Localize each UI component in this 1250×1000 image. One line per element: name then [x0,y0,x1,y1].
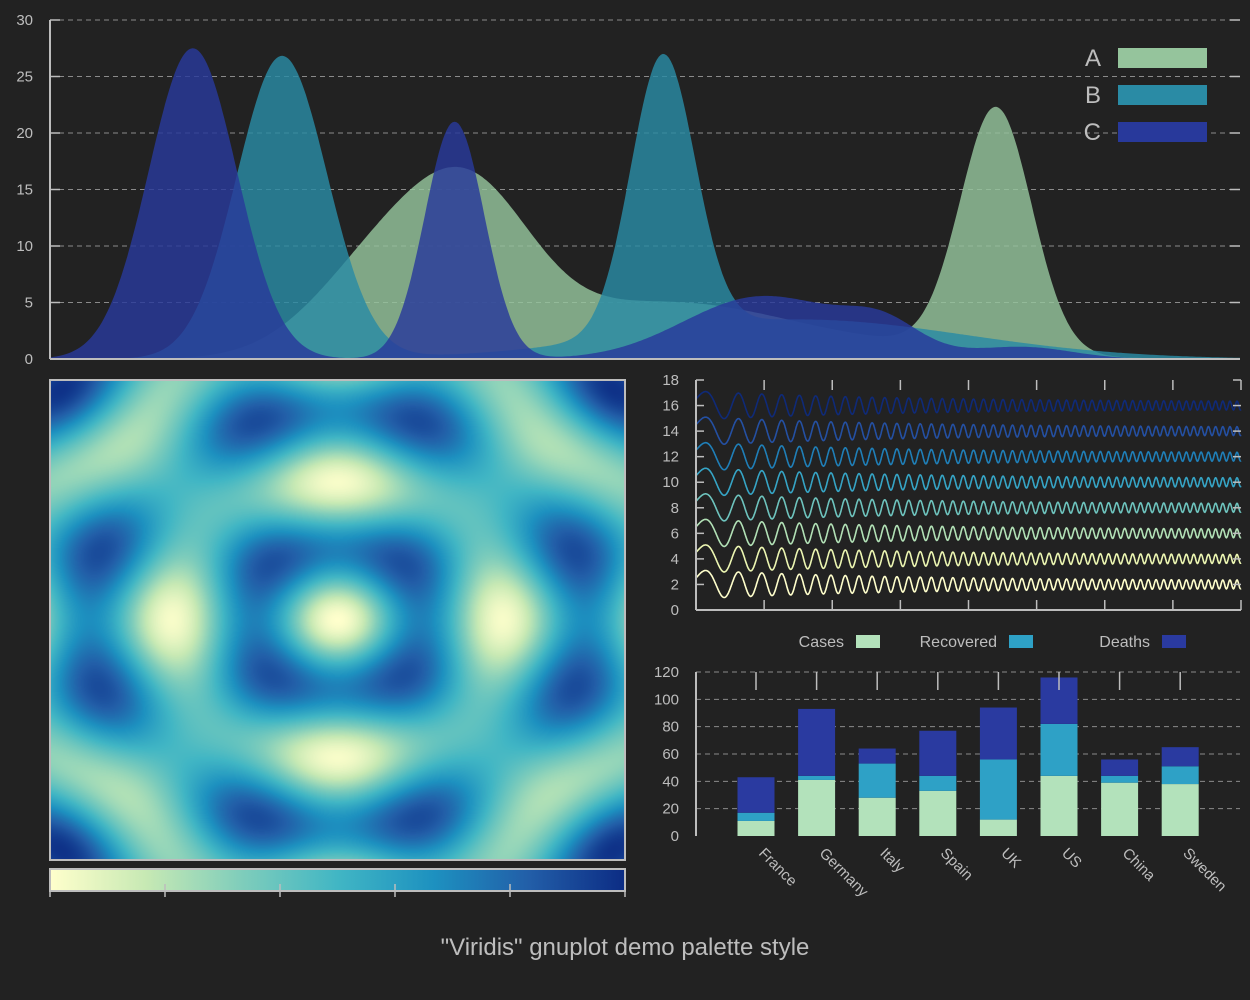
colorbar [49,868,626,892]
legend-swatch-B [1118,85,1207,105]
bar-category-label: US [1058,845,1085,872]
bar-bars [737,677,1199,836]
density-area-C [50,48,1240,359]
bar-legend: Cases Recovered Deaths [799,634,1186,651]
heatmap-chart [49,379,626,897]
waves-ytick-label: 10 [662,474,679,491]
legend-swatch-A [1118,48,1207,68]
waves-ytick-label: 14 [662,423,679,440]
bar-Sweden-Recovered [1161,766,1199,785]
bar-Spain-Cases [919,790,957,836]
bar-UK-Cases [979,819,1017,836]
waves-ytick-label: 6 [671,525,679,542]
wave-line-6 [695,518,1242,548]
density-ytick-label: 25 [16,69,33,86]
waves-ytick-label: 12 [662,449,679,466]
bar-US-Recovered [1040,723,1078,776]
bar-Italy-Recovered [858,763,896,798]
bar-France-Cases [737,820,775,836]
wave-line-4 [695,544,1242,573]
bar-China-Deaths [1101,759,1139,776]
bar-ytick-label: 120 [654,664,679,681]
wave-line-10 [695,467,1242,497]
density-area-B [50,53,1240,360]
bar-UK-Recovered [979,759,1017,820]
legend-swatch-C [1118,122,1207,142]
bar-France-Recovered [737,812,775,821]
bar-ytick-label: 20 [662,801,679,818]
heatmap-border [49,379,626,861]
heatmap-image [51,381,624,859]
bar-ytick-label: 80 [662,719,679,736]
bar-Sweden-Cases [1161,784,1199,836]
legend-label-C: C [1084,119,1101,146]
waves-ytick-label: 0 [671,602,679,619]
bar-Italy-Deaths [858,748,896,764]
bar-ytick-label: 100 [654,691,679,708]
bar-Germany-Cases [798,779,836,836]
wave-line-2 [695,569,1242,599]
bar-Sweden-Deaths [1161,747,1199,767]
bar-France-Deaths [737,777,775,813]
bar-category-label: Italy [876,845,908,877]
bar-Spain-Recovered [919,775,957,791]
bar-China-Recovered [1101,775,1139,783]
bar-legend-swatch-Cases [856,635,880,648]
waves-ytick-label: 16 [662,398,679,415]
bar-category-label: UK [998,845,1025,872]
waves-axes: 0 2 4 6 8 10 12 14 16 18 [662,372,1242,619]
density-chart: 0 5 10 15 20 25 30 ABC [16,12,1240,368]
bar-Germany-Deaths [798,708,836,776]
bar-legend-label-Recovered: Recovered [920,634,997,651]
legend-label-B: B [1085,82,1101,109]
waves-lines [695,390,1242,599]
bar-category-label: France [755,845,800,890]
bar-Germany-Recovered [798,775,836,780]
bar-Italy-Cases [858,797,896,836]
stacked-bar-chart: Cases Recovered Deaths 0 20 40 60 80 100 120 Fran… [654,634,1240,901]
legend-label-A: A [1085,45,1101,72]
waves-ytick-label: 4 [671,551,679,568]
bar-legend-swatch-Recovered [1009,635,1033,648]
waves-ytick-label: 2 [671,576,679,593]
wave-line-12 [695,441,1242,471]
figure-caption: "Viridis" gnuplot demo palette style [440,934,810,961]
waves-chart: 0 2 4 6 8 10 12 14 16 18 [662,372,1242,619]
bar-legend-label-Cases: Cases [799,634,844,651]
bar-category-label: Germany [816,845,872,901]
density-legend: ABC [1084,45,1207,146]
bar-ytick-label: 0 [671,828,679,845]
bar-grid [696,671,1240,810]
bar-China-Cases [1101,782,1139,836]
bar-category-label: Sweden [1179,845,1229,895]
density-axes: 0 5 10 15 20 25 30 [16,12,1240,368]
density-ytick-label: 5 [25,295,33,312]
bar-ytick-label: 60 [662,746,679,763]
bar-legend-label-Deaths: Deaths [1099,634,1150,651]
wave-line-14 [695,416,1242,445]
colorbar-ticks [49,884,626,897]
wave-line-8 [695,493,1242,522]
bar-legend-swatch-Deaths [1162,635,1186,648]
bar-category-label: China [1119,845,1159,885]
bar-UK-Deaths [979,707,1017,760]
density-ytick-label: 20 [16,125,33,142]
waves-ytick-label: 18 [662,372,679,389]
bar-ytick-label: 40 [662,773,679,790]
density-ytick-label: 30 [16,12,33,29]
density-areas [50,48,1240,360]
bar-category-label: Spain [937,845,976,884]
bar-Spain-Deaths [919,730,957,776]
density-ytick-label: 10 [16,238,33,255]
density-ytick-label: 15 [16,182,33,199]
wave-line-16 [695,390,1242,420]
waves-ytick-label: 8 [671,500,679,517]
bar-US-Cases [1040,775,1078,836]
density-ytick-label: 0 [25,351,33,368]
